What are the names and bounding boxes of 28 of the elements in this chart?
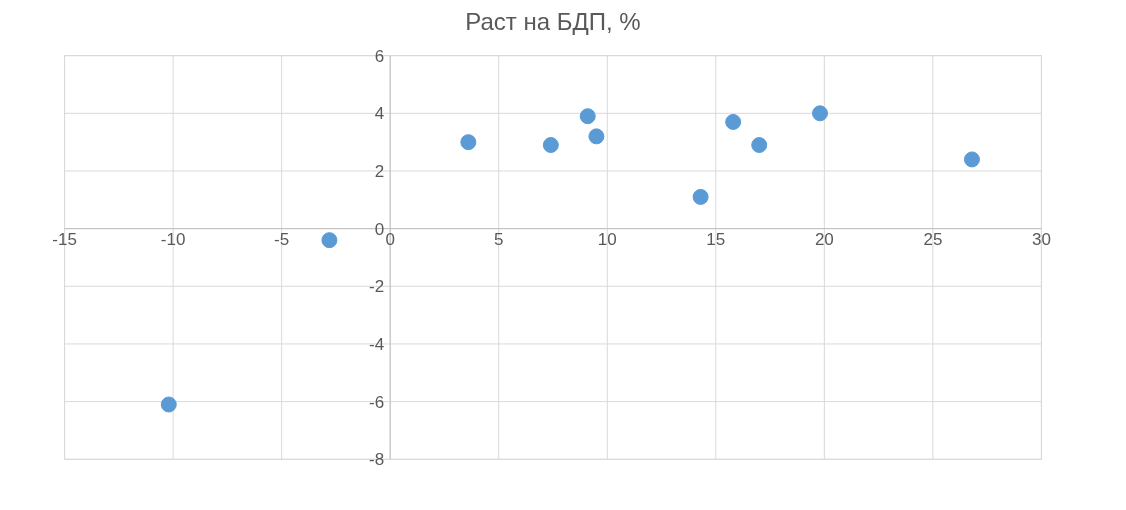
y-tick-label: 2 (374, 161, 385, 181)
y-tick-label: -4 (369, 334, 385, 354)
y-tick-label: 4 (374, 104, 385, 124)
chart-title: Раст на БДП, % (465, 7, 641, 35)
point (160, 396, 177, 413)
x-tick-label: 30 (1031, 229, 1051, 249)
point (692, 188, 709, 205)
x-tick-label: 25 (923, 229, 943, 249)
point (460, 134, 477, 151)
point (588, 128, 605, 145)
point (812, 105, 829, 122)
y-tick-label: 6 (374, 46, 385, 66)
y-tick-label: -8 (369, 450, 385, 470)
point (963, 151, 980, 168)
point (542, 137, 559, 154)
x-tick-label: 10 (597, 229, 617, 249)
point (751, 137, 768, 154)
point (321, 232, 338, 249)
x-tick-label: -5 (274, 229, 290, 249)
x-tick-label: 15 (706, 229, 726, 249)
x-tick-label: -10 (160, 229, 186, 249)
x-tick-label: -15 (52, 229, 77, 249)
x-tick-label: 20 (814, 229, 834, 249)
y-tick-label: -2 (369, 277, 385, 297)
point (725, 113, 742, 130)
x-tick-label: 5 (494, 229, 504, 249)
point (579, 108, 596, 125)
y-tick-label: -6 (369, 392, 385, 412)
